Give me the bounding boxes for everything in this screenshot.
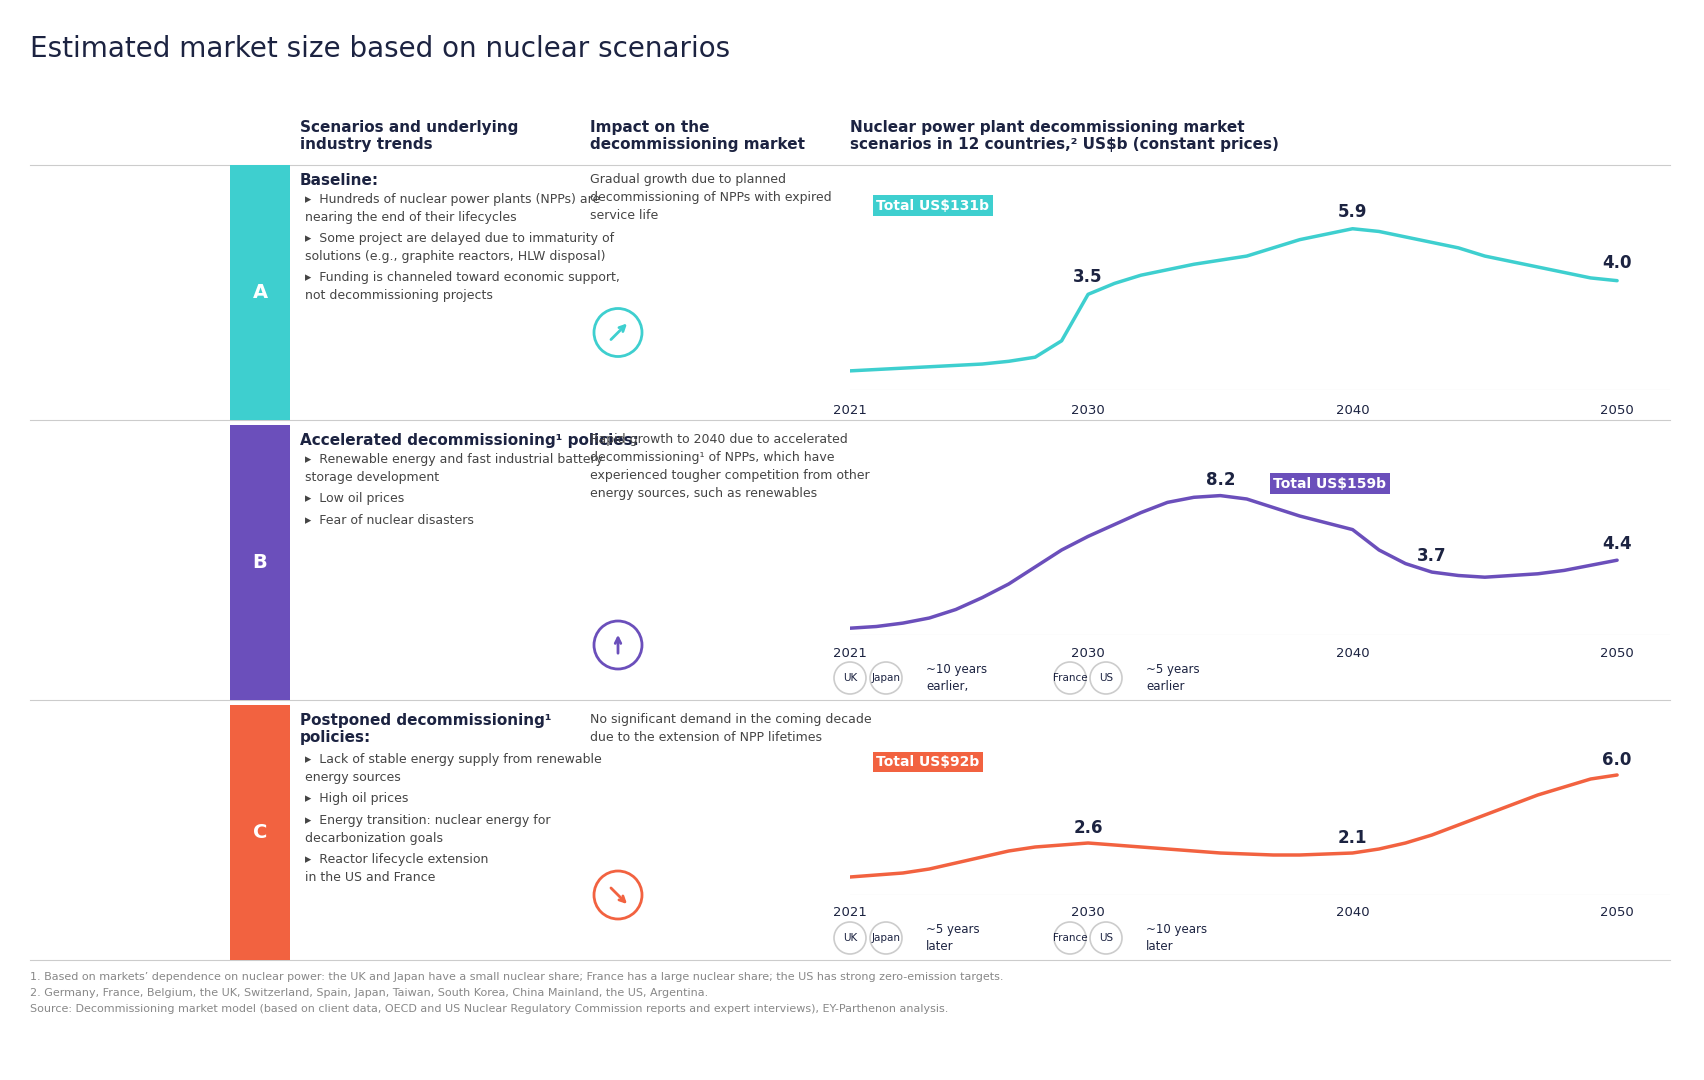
Circle shape [1091, 922, 1121, 954]
Text: 4.0: 4.0 [1602, 255, 1632, 272]
Text: Total US$159b: Total US$159b [1273, 477, 1387, 491]
Text: 2021: 2021 [833, 647, 867, 660]
Text: 2021: 2021 [833, 404, 867, 417]
Text: UK: UK [843, 673, 857, 683]
Circle shape [871, 922, 901, 954]
Text: ▸  Low oil prices: ▸ Low oil prices [305, 492, 404, 505]
Text: Japan: Japan [871, 673, 900, 683]
Text: 2040: 2040 [1336, 404, 1370, 417]
Text: 2030: 2030 [1072, 905, 1104, 918]
Text: 2. Germany, France, Belgium, the UK, Switzerland, Spain, Japan, Taiwan, South Ko: 2. Germany, France, Belgium, the UK, Swi… [31, 988, 709, 998]
Text: 2050: 2050 [1600, 647, 1634, 660]
Text: No significant demand in the coming decade
due to the extension of NPP lifetimes: No significant demand in the coming deca… [590, 713, 872, 744]
Text: Postponed decommissioning¹
policies:: Postponed decommissioning¹ policies: [300, 713, 552, 745]
Text: ~10 years
later: ~10 years later [1147, 923, 1206, 953]
Text: ~5 years
earlier: ~5 years earlier [1147, 663, 1200, 693]
Bar [230, 426, 290, 700]
Bar [230, 705, 290, 960]
Text: France: France [1053, 673, 1087, 683]
Text: C: C [252, 823, 268, 842]
Text: 1. Based on markets’ dependence on nuclear power: the UK and Japan have a small : 1. Based on markets’ dependence on nucle… [31, 972, 1004, 982]
Text: Gradual growth due to planned
decommissioning of NPPs with expired
service life: Gradual growth due to planned decommissi… [590, 173, 832, 222]
Text: France: France [1053, 933, 1087, 943]
Text: ~5 years
later: ~5 years later [925, 923, 980, 953]
Circle shape [1055, 922, 1085, 954]
Text: 2030: 2030 [1072, 404, 1104, 417]
Text: ▸  Fear of nuclear disasters: ▸ Fear of nuclear disasters [305, 514, 474, 527]
Text: Impact on the
decommissioning market: Impact on the decommissioning market [590, 120, 804, 152]
Text: Source: Decommissioning market model (based on client data, OECD and US Nuclear : Source: Decommissioning market model (ba… [31, 1004, 949, 1014]
Text: Nuclear power plant decommissioning market
scenarios in 12 countries,² US$b (con: Nuclear power plant decommissioning mark… [850, 120, 1280, 152]
Text: ▸  Renewable energy and fast industrial battery
storage development: ▸ Renewable energy and fast industrial b… [305, 453, 603, 484]
Bar [230, 165, 290, 420]
Text: 8.2: 8.2 [1205, 471, 1235, 489]
Text: ~10 years
earlier,: ~10 years earlier, [925, 663, 987, 693]
Text: 2.1: 2.1 [1338, 829, 1367, 847]
Text: US: US [1099, 673, 1113, 683]
Text: 2050: 2050 [1600, 905, 1634, 918]
Text: Rapid growth to 2040 due to accelerated
decommissioning¹ of NPPs, which have
exp: Rapid growth to 2040 due to accelerated … [590, 433, 869, 500]
Circle shape [1055, 662, 1085, 694]
Text: 2030: 2030 [1072, 647, 1104, 660]
Text: ▸  High oil prices: ▸ High oil prices [305, 792, 409, 805]
Text: Japan: Japan [871, 933, 900, 943]
Text: 4.4: 4.4 [1602, 536, 1632, 553]
Text: Total US$131b: Total US$131b [876, 199, 990, 213]
Text: A: A [252, 283, 268, 302]
Text: Total US$92b: Total US$92b [876, 755, 980, 769]
Circle shape [833, 922, 866, 954]
Text: 3.7: 3.7 [1418, 548, 1447, 565]
Text: 2040: 2040 [1336, 905, 1370, 918]
Text: US: US [1099, 933, 1113, 943]
Text: ▸  Funding is channeled toward economic support,
not decommissioning projects: ▸ Funding is channeled toward economic s… [305, 271, 620, 302]
Text: B: B [252, 553, 268, 572]
Text: Accelerated decommissioning¹ policies:: Accelerated decommissioning¹ policies: [300, 433, 639, 448]
Text: ▸  Reactor lifecycle extension
in the US and France: ▸ Reactor lifecycle extension in the US … [305, 853, 489, 885]
Text: 2040: 2040 [1336, 647, 1370, 660]
Text: 5.9: 5.9 [1338, 203, 1367, 220]
Text: 3.5: 3.5 [1074, 268, 1102, 286]
Text: Scenarios and underlying
industry trends: Scenarios and underlying industry trends [300, 120, 518, 152]
Circle shape [239, 810, 281, 854]
Text: 2.6: 2.6 [1074, 819, 1102, 837]
Circle shape [1091, 662, 1121, 694]
Text: Estimated market size based on nuclear scenarios: Estimated market size based on nuclear s… [31, 35, 729, 63]
Text: 2050: 2050 [1600, 404, 1634, 417]
Text: 6.0: 6.0 [1602, 751, 1632, 769]
Text: ▸  Hundreds of nuclear power plants (NPPs) are
nearing the end of their lifecycl: ▸ Hundreds of nuclear power plants (NPPs… [305, 193, 600, 224]
Text: UK: UK [843, 933, 857, 943]
Circle shape [239, 540, 281, 584]
Text: ▸  Some project are delayed due to immaturity of
solutions (e.g., graphite react: ▸ Some project are delayed due to immatu… [305, 232, 613, 264]
Circle shape [833, 662, 866, 694]
Text: ▸  Lack of stable energy supply from renewable
energy sources: ▸ Lack of stable energy supply from rene… [305, 753, 602, 784]
Circle shape [871, 662, 901, 694]
Text: 2021: 2021 [833, 905, 867, 918]
Text: ▸  Energy transition: nuclear energy for
decarbonization goals: ▸ Energy transition: nuclear energy for … [305, 814, 550, 845]
Circle shape [239, 270, 281, 314]
Text: Baseline:: Baseline: [300, 173, 378, 188]
